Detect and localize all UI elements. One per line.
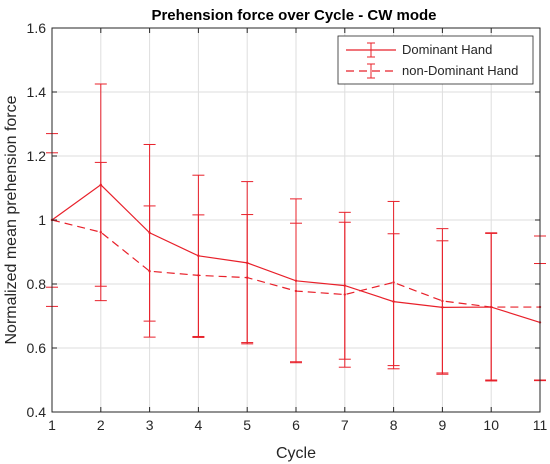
data-point — [99, 230, 103, 234]
x-tick-label: 5 — [243, 417, 251, 433]
data-point — [294, 289, 298, 293]
y-tick-label: 1.6 — [27, 20, 47, 36]
x-tick-label: 3 — [146, 417, 154, 433]
x-tick-label: 8 — [390, 417, 398, 433]
x-axis-label: Cycle — [276, 445, 316, 462]
x-tick-label: 7 — [341, 417, 349, 433]
y-tick-label: 0.6 — [27, 340, 47, 356]
y-tick-label: 1 — [38, 212, 46, 228]
legend-label-non-dominant-hand: non-Dominant Hand — [402, 63, 518, 78]
y-tick-label: 1.2 — [27, 148, 47, 164]
x-tick-label: 4 — [195, 417, 203, 433]
legend-label-dominant-hand: Dominant Hand — [402, 42, 492, 57]
y-tick-label: 1.4 — [27, 84, 47, 100]
data-point — [246, 276, 249, 279]
x-tick-label: 1 — [48, 417, 56, 433]
chart-title: Prehension force over Cycle - CW mode — [151, 7, 436, 24]
data-point — [148, 270, 151, 273]
data-point — [441, 299, 444, 303]
x-tick-label: 11 — [533, 417, 548, 433]
legend-symbol-non-dominant-hand — [346, 63, 396, 79]
x-tick-label: 2 — [97, 417, 105, 433]
x-tick-label: 9 — [439, 417, 447, 433]
axis-ticks: 1 2 3 4 5 6 7 8 9 10 11 0.4 0.6 0.8 1 1.2 1.4 1.6 — [27, 20, 548, 433]
data-point — [197, 274, 200, 277]
y-axis-label: Normalized mean prehension force — [3, 95, 20, 344]
x-tick-label: 10 — [483, 417, 499, 433]
legend-symbol-dominant-hand — [346, 42, 396, 58]
y-tick-label: 0.4 — [27, 404, 47, 420]
x-tick-label: 6 — [292, 417, 300, 433]
error-bar — [290, 222, 302, 363]
legend: Dominant Hand non-Dominant Hand — [337, 35, 534, 85]
data-point — [392, 281, 395, 284]
data-point — [490, 305, 493, 309]
data-point — [343, 293, 346, 296]
y-tick-label: 0.8 — [27, 276, 47, 292]
